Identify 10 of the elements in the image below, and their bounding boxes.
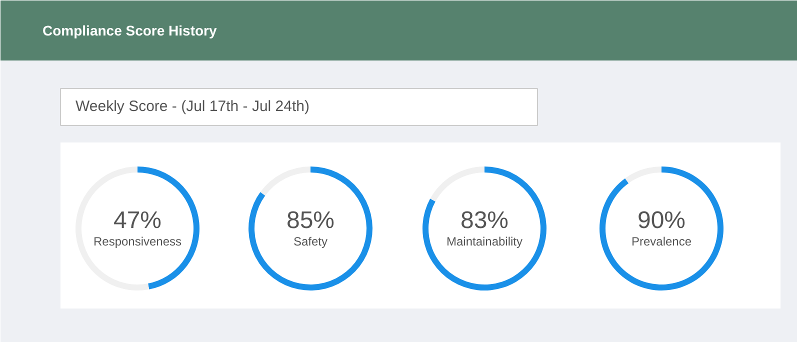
text: Maintainability bbox=[446, 234, 523, 248]
text: Prevalence bbox=[631, 234, 692, 248]
text: Weekly Score - (Jul 17th - Jul 24th) bbox=[76, 98, 310, 115]
data-label: 47% bbox=[113, 207, 162, 234]
data-label: 90% bbox=[637, 207, 686, 234]
text: Safety bbox=[293, 234, 328, 248]
data-label: 85% bbox=[286, 207, 335, 234]
text: Responsiveness bbox=[93, 234, 182, 248]
data-label: 83% bbox=[460, 207, 509, 234]
text: Compliance Score History bbox=[42, 22, 217, 38]
